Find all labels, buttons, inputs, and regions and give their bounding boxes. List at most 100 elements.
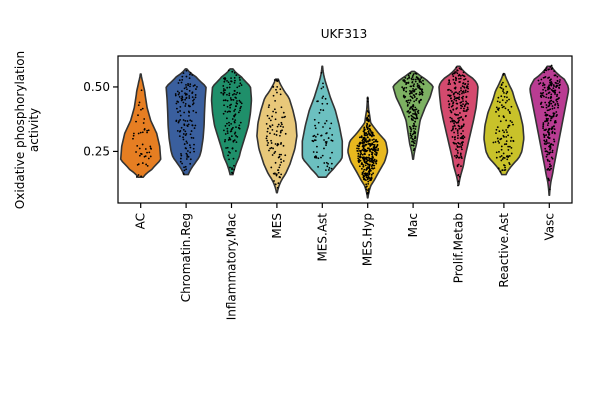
data-point (554, 120, 556, 123)
data-point (236, 86, 239, 89)
data-point (556, 102, 559, 105)
data-point (555, 82, 558, 85)
data-point (367, 120, 370, 123)
data-point (545, 155, 548, 158)
data-point (363, 178, 366, 181)
data-point (191, 74, 194, 76)
data-point (233, 76, 236, 79)
data-point (276, 186, 279, 189)
data-point (275, 174, 278, 177)
data-point (176, 129, 179, 132)
data-point (183, 123, 186, 126)
data-point (360, 163, 363, 166)
data-point (331, 151, 333, 154)
data-point (368, 139, 371, 141)
data-point (234, 113, 237, 116)
data-point (543, 86, 546, 89)
data-point (499, 120, 502, 123)
data-point (284, 154, 287, 157)
data-point (358, 159, 361, 162)
data-point (376, 143, 379, 146)
data-point (194, 124, 197, 127)
data-point (280, 153, 282, 156)
data-point (550, 83, 553, 86)
data-point (270, 166, 273, 169)
data-point (142, 122, 145, 124)
data-point (316, 133, 319, 136)
data-point (503, 131, 506, 134)
data-point (265, 137, 268, 140)
data-point (451, 73, 454, 76)
data-point (184, 92, 186, 95)
data-point (360, 136, 363, 139)
data-point (232, 157, 235, 160)
data-point (546, 114, 549, 116)
data-point (461, 96, 463, 99)
data-point (548, 151, 550, 154)
data-point (459, 112, 461, 114)
data-point (545, 96, 548, 99)
data-point (505, 135, 508, 138)
data-point (365, 188, 368, 191)
data-point (238, 76, 241, 79)
data-point (407, 74, 410, 77)
data-point (553, 131, 556, 134)
data-point (369, 148, 372, 151)
data-point (317, 157, 320, 160)
data-point (453, 131, 455, 134)
data-point (228, 121, 230, 124)
data-point (413, 109, 415, 111)
data-point (551, 107, 554, 110)
data-point (368, 173, 370, 176)
data-point (177, 121, 180, 124)
data-point (372, 172, 375, 175)
data-point (192, 110, 195, 112)
data-point (363, 141, 366, 144)
data-point (363, 153, 366, 156)
data-point (322, 109, 325, 112)
data-point (547, 96, 550, 99)
data-point (454, 97, 457, 100)
data-point (466, 102, 468, 104)
data-point (497, 167, 500, 170)
data-point (370, 167, 373, 170)
data-point (409, 95, 412, 98)
data-point (503, 164, 505, 166)
data-point (466, 106, 469, 109)
data-point (460, 107, 462, 110)
data-point (412, 85, 415, 88)
data-point (545, 139, 548, 141)
data-point (137, 132, 140, 135)
data-point (409, 90, 411, 92)
data-point (414, 128, 417, 130)
data-point (496, 126, 499, 129)
data-point (185, 168, 188, 171)
data-point (191, 96, 194, 99)
data-point (537, 79, 540, 82)
data-point (223, 104, 225, 107)
data-point (232, 99, 235, 101)
data-point (502, 90, 504, 92)
data-point (186, 154, 189, 156)
data-point (542, 82, 545, 85)
data-point (549, 163, 551, 166)
data-point (224, 133, 227, 135)
data-point (226, 127, 229, 130)
data-point (279, 125, 282, 128)
data-point (372, 156, 374, 159)
data-point (461, 141, 464, 143)
data-point (410, 144, 413, 147)
data-point (414, 112, 417, 115)
data-point (141, 162, 144, 164)
data-point (181, 90, 183, 93)
data-point (456, 107, 458, 109)
data-point (544, 111, 547, 114)
data-point (410, 137, 412, 139)
data-point (181, 162, 183, 165)
data-point (501, 169, 504, 172)
data-point (407, 99, 410, 102)
data-point (412, 144, 415, 147)
data-point (361, 139, 364, 142)
data-point (498, 107, 500, 110)
data-point (187, 82, 189, 85)
